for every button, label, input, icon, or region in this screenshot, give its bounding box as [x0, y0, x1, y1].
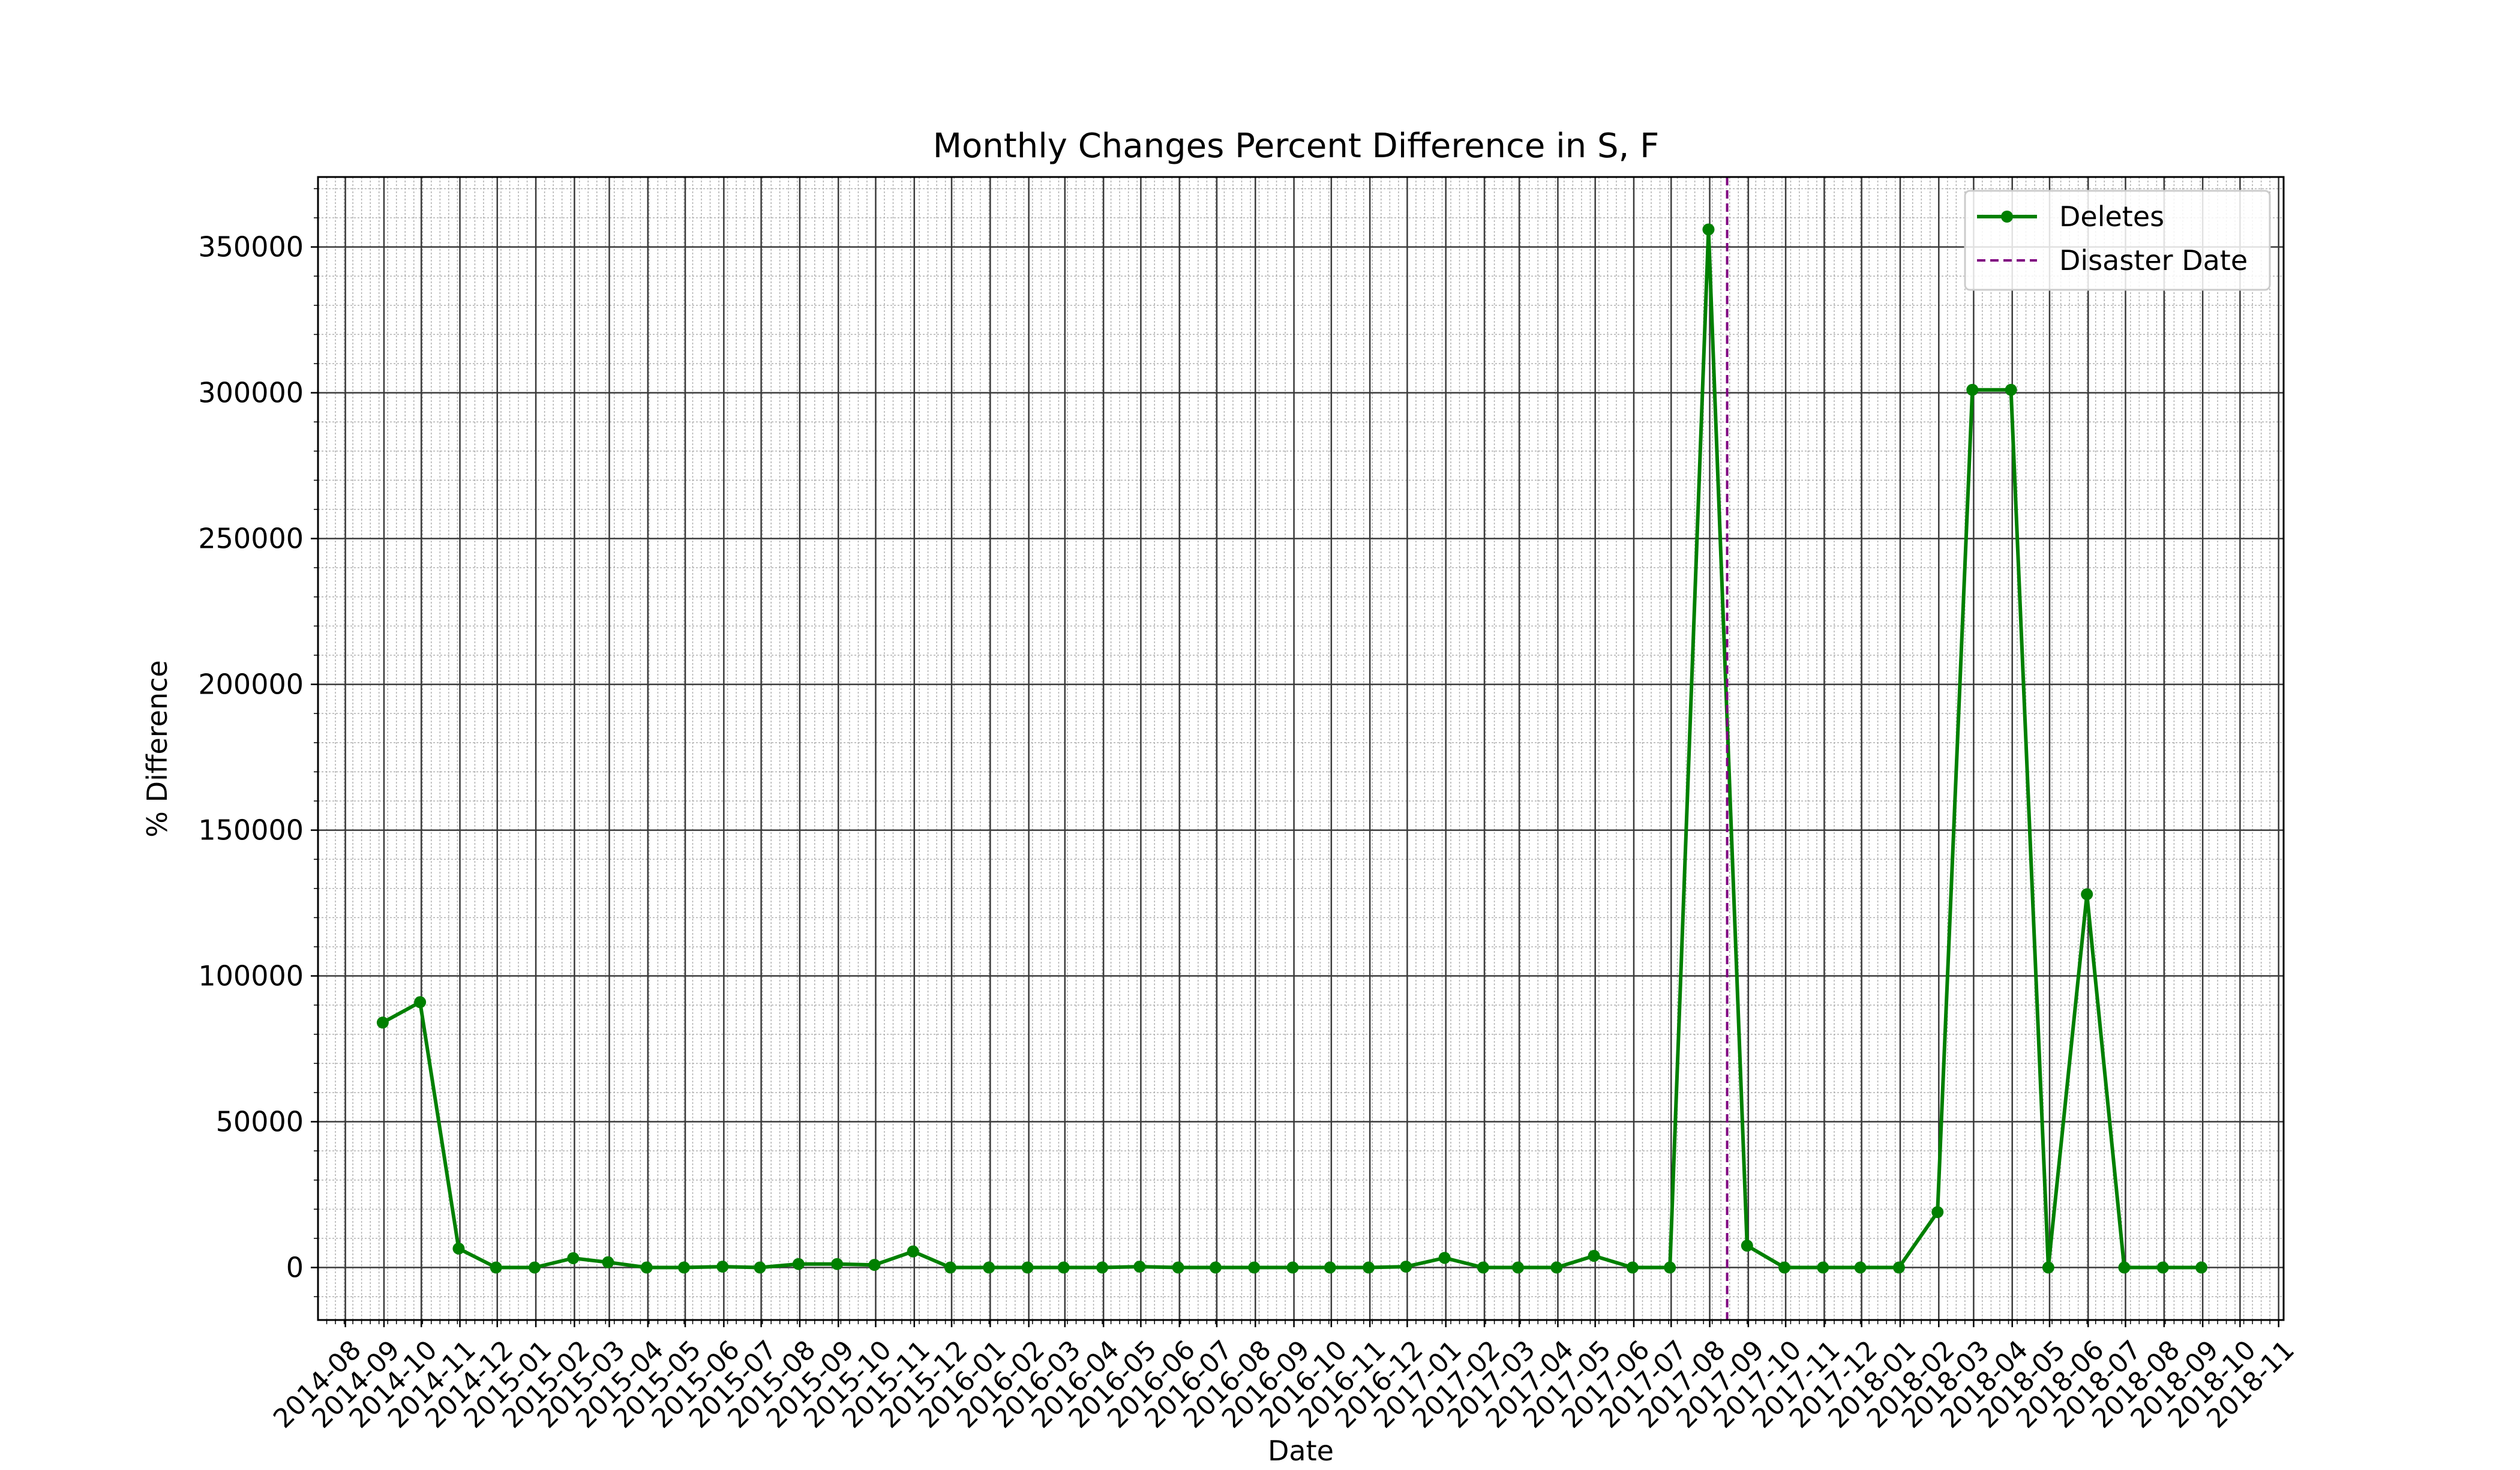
data-point: [640, 1261, 653, 1274]
data-point: [1021, 1261, 1034, 1274]
data-point: [1588, 1250, 1600, 1262]
y-tick-label: 200000: [198, 668, 304, 701]
y-axis-label: % Difference: [141, 660, 173, 837]
data-point: [567, 1252, 580, 1264]
data-point: [1248, 1261, 1261, 1274]
data-point: [1057, 1261, 1070, 1274]
data-point: [944, 1261, 956, 1274]
minor-gridlines: [318, 177, 2284, 1320]
data-point: [1854, 1261, 1867, 1274]
data-point: [2118, 1261, 2131, 1274]
data-point: [1741, 1240, 1753, 1252]
data-point: [414, 996, 427, 1009]
data-point: [1966, 383, 1979, 396]
x-axis-ticks: 2014-082014-092014-102014-112014-122015-…: [268, 1320, 2300, 1434]
data-point: [2042, 1261, 2054, 1274]
data-point: [490, 1261, 502, 1274]
data-point: [1400, 1261, 1412, 1273]
legend-deletes-marker: [2001, 211, 2013, 223]
data-point: [1778, 1261, 1791, 1274]
y-tick-label: 50000: [216, 1106, 304, 1138]
y-tick-label: 250000: [198, 523, 304, 555]
data-point: [1702, 223, 1715, 236]
plot-frame: [317, 176, 2285, 1321]
data-point: [2005, 383, 2017, 396]
data-point: [2156, 1261, 2169, 1274]
data-point: [1892, 1261, 1905, 1274]
data-point: [1209, 1261, 1222, 1274]
data-point: [376, 1016, 389, 1029]
y-tick-label: 0: [286, 1252, 304, 1284]
data-point: [907, 1245, 919, 1258]
data-point: [754, 1261, 766, 1274]
data-point: [716, 1261, 729, 1273]
data-point: [1664, 1261, 1676, 1274]
y-tick-label: 100000: [198, 960, 304, 992]
y-tick-label: 350000: [198, 231, 304, 263]
data-point: [1363, 1261, 1375, 1274]
legend-box: [1964, 190, 2271, 291]
data-point: [1133, 1261, 1146, 1273]
series-layer: [376, 223, 2208, 1274]
data-point: [2195, 1261, 2208, 1274]
chart-title: Monthly Changes Percent Difference in S,…: [933, 127, 1660, 166]
data-point: [1324, 1261, 1336, 1274]
data-point: [1626, 1261, 1639, 1274]
data-point: [452, 1242, 465, 1255]
data-point: [792, 1258, 805, 1270]
data-point: [529, 1261, 541, 1274]
data-point: [1817, 1261, 1829, 1274]
data-point: [868, 1259, 881, 1271]
major-gridlines: [318, 177, 2284, 1320]
legend-disaster-label: Disaster Date: [2059, 244, 2248, 277]
data-point: [1172, 1261, 1184, 1274]
data-point: [1096, 1261, 1109, 1274]
data-point: [2081, 888, 2093, 901]
data-point: [831, 1258, 844, 1270]
data-point: [1286, 1261, 1299, 1274]
data-point: [983, 1261, 995, 1274]
y-axis-ticks: 0 50000 100000 150000 200000 250000 300000 3500…: [198, 188, 318, 1297]
y-tick-label: 150000: [198, 814, 304, 847]
data-point: [1477, 1261, 1489, 1274]
data-point: [1438, 1252, 1451, 1264]
legend-deletes-label: Deletes: [2059, 200, 2164, 233]
legend: Deletes Disaster Date: [1964, 190, 2271, 291]
data-point: [677, 1261, 690, 1274]
x-axis-label: Date: [1268, 1435, 1334, 1467]
data-point: [1512, 1261, 1525, 1274]
data-point: [1931, 1206, 1944, 1219]
data-point: [602, 1256, 614, 1268]
y-tick-label: 300000: [198, 377, 304, 409]
data-point: [1550, 1261, 1563, 1274]
